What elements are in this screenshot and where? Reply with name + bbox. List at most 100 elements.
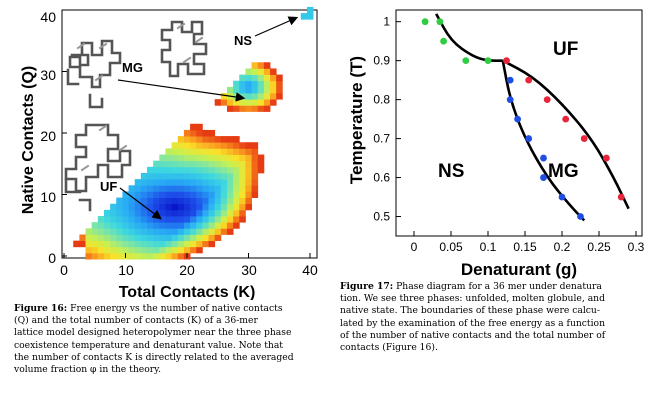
heatmap-cell xyxy=(220,216,228,223)
fig16-caption-line-4: the number of contacts K is directly rel… xyxy=(14,351,294,363)
heatmap-cell xyxy=(196,197,203,205)
heatmap-cell xyxy=(245,172,252,180)
data-point xyxy=(503,57,510,65)
heatmap-cell xyxy=(196,179,203,186)
data-point xyxy=(603,154,610,162)
heatmap-cell xyxy=(263,99,271,106)
heatmap-cell xyxy=(226,160,234,168)
heatmap-cell xyxy=(159,252,166,260)
heatmap-cell xyxy=(134,252,142,260)
heatmap-cell xyxy=(147,172,154,180)
heatmap-cell xyxy=(79,234,86,242)
heatmap-cell xyxy=(122,197,129,205)
fig16-caption-title: Figure 16: xyxy=(14,303,68,314)
heatmap-cell xyxy=(110,246,117,254)
heatmap-cell xyxy=(214,228,222,235)
heatmap-cell xyxy=(134,222,142,229)
heatmap-cell xyxy=(159,172,166,180)
heatmap-cell xyxy=(85,228,93,235)
heatmap-cell xyxy=(233,203,240,211)
heatmap-cell xyxy=(159,154,166,162)
heatmap-cell xyxy=(202,154,209,162)
heatmap-cell xyxy=(171,209,179,217)
heatmap-cell xyxy=(177,142,185,149)
heatmap-cell xyxy=(165,172,173,180)
fig17-caption: Figure 17: Phase diagram for a 36 mer un… xyxy=(340,281,652,354)
heatmap-cell xyxy=(233,197,240,205)
heatmap-cell xyxy=(147,240,154,248)
heatmap-cell xyxy=(183,246,191,254)
fig17-xtick-label: 0.15 xyxy=(513,240,537,254)
heatmap-cell xyxy=(208,129,216,137)
heatmap-cell xyxy=(226,142,234,149)
heatmap-cell xyxy=(159,246,166,254)
heatmap-cell xyxy=(177,222,185,229)
heatmap-cell xyxy=(97,228,105,235)
fig17-caption-line-2: native state. The boundaries of these ph… xyxy=(340,305,600,317)
heatmap-cell xyxy=(97,246,105,254)
fig17-ticks xyxy=(396,21,637,236)
heatmap-cell xyxy=(190,240,197,248)
heatmap-cell xyxy=(110,240,117,248)
fig17-xtick-label: 0.2 xyxy=(554,240,571,254)
heatmap-cell xyxy=(171,222,179,229)
heatmap-cell xyxy=(97,240,105,248)
heatmap-cell xyxy=(257,166,265,174)
heatmap-cell xyxy=(220,185,228,192)
heatmap-cell xyxy=(245,185,252,192)
heatmap-cell xyxy=(110,216,117,223)
heatmap-cell xyxy=(177,203,185,211)
heatmap-cell xyxy=(134,216,142,223)
heatmap-cell xyxy=(196,191,203,198)
heatmap-cell xyxy=(214,179,222,186)
data-point xyxy=(540,174,547,181)
heatmap-cell xyxy=(214,209,222,217)
fig16-xtick-20: 20 xyxy=(179,262,195,278)
heatmap-cell xyxy=(134,185,142,192)
heatmap-cell xyxy=(300,13,308,20)
heatmap-cell xyxy=(116,252,123,260)
fig17-tick-labels: 0 0.05 0.1 0.15 0.2 0.25 0.3 0.5 0.6 0.7 0.8 0.9 1 xyxy=(373,15,644,254)
heatmap-cell xyxy=(177,246,185,254)
heatmap-cell xyxy=(122,240,129,248)
heatmap-cell xyxy=(122,234,129,242)
heatmap-cell xyxy=(251,80,259,88)
heatmap-cell xyxy=(220,197,228,205)
heatmap-cell xyxy=(183,216,191,223)
heatmap-cell xyxy=(251,86,259,94)
heatmap-cell xyxy=(251,105,259,112)
heatmap-cell xyxy=(263,74,271,82)
heatmap-cell xyxy=(263,93,271,100)
heatmap-cell xyxy=(233,166,240,174)
heatmap-cell xyxy=(239,191,246,198)
heatmap-cell xyxy=(140,240,148,248)
heatmap-cell xyxy=(245,203,252,211)
heatmap-cell xyxy=(110,228,117,235)
region-mg: MG xyxy=(548,161,579,182)
heatmap-cell xyxy=(165,160,173,168)
heatmap-cell xyxy=(202,142,209,149)
heatmap-cell xyxy=(196,209,203,217)
heatmap-cell xyxy=(103,222,111,229)
heatmap-cell xyxy=(245,154,252,162)
heatmap-cell xyxy=(128,209,136,217)
heatmap-cell xyxy=(257,86,265,94)
heatmap-cell xyxy=(147,234,154,242)
heatmap-cell xyxy=(128,234,136,242)
heatmap-cell xyxy=(159,185,166,192)
heatmap-cell xyxy=(196,136,203,143)
heatmap-cell xyxy=(196,172,203,180)
fig17-xtick-label: 0.3 xyxy=(628,240,645,254)
heatmap-cell xyxy=(190,172,197,180)
heatmap-cell xyxy=(171,160,179,168)
heatmap-cell xyxy=(245,197,252,205)
annotation-ns: NS xyxy=(234,33,252,48)
heatmap-cell xyxy=(116,197,123,205)
heatmap-cell xyxy=(128,185,136,192)
heatmap-cell xyxy=(159,191,166,198)
heatmap-cell xyxy=(245,179,252,186)
heatmap-cell xyxy=(202,228,209,235)
heatmap-cell xyxy=(134,191,142,198)
fig16-heatmap xyxy=(73,6,314,260)
heatmap-cell xyxy=(159,166,166,174)
